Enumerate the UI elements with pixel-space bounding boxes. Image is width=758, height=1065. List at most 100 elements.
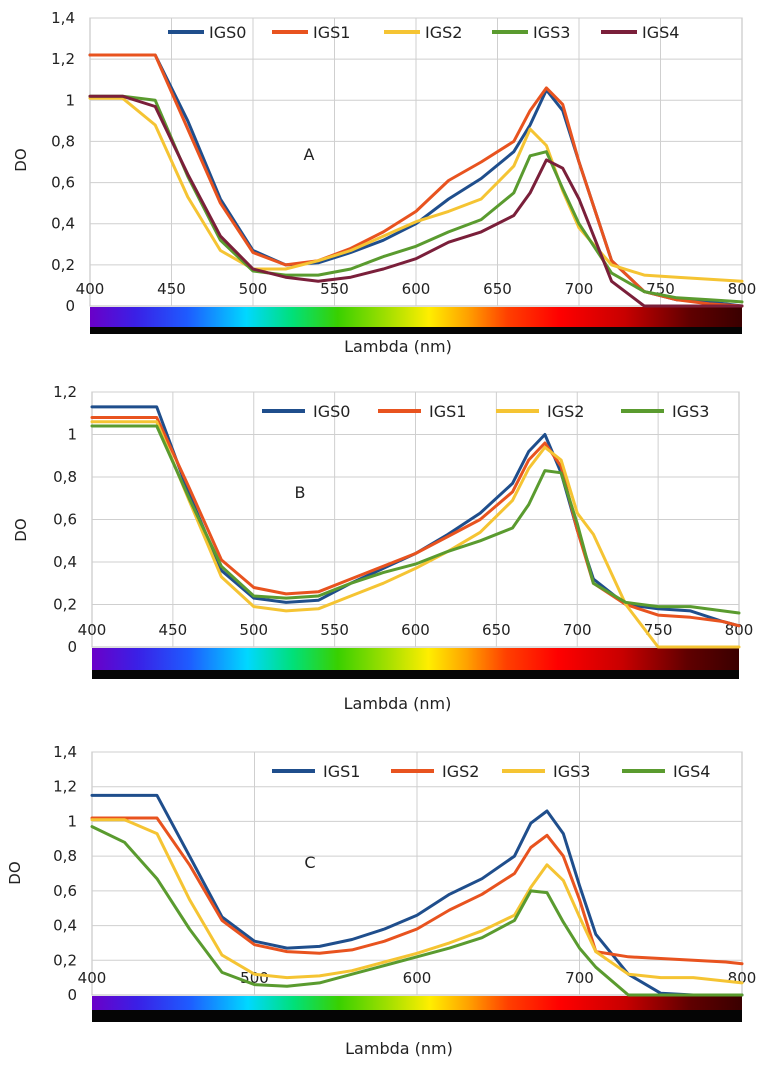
y-tick-label: 0,6 xyxy=(53,511,77,529)
spectrum-bar xyxy=(92,648,739,670)
series-line-igs3 xyxy=(90,818,744,985)
legend-item-igs1: IGS1 xyxy=(272,762,360,781)
series-line-igs4 xyxy=(88,94,744,308)
y-tick-label: 1,4 xyxy=(51,9,75,27)
spectrum-bar xyxy=(92,996,742,1010)
legend-label: IGS2 xyxy=(547,402,584,421)
series-line-igs4 xyxy=(90,825,744,997)
legend-item-igs0: IGS0 xyxy=(168,23,246,42)
legend-item-igs2: IGS2 xyxy=(391,762,479,781)
legend-label: IGS1 xyxy=(313,23,350,42)
series-line-igs2 xyxy=(90,816,744,966)
x-tick-label: 800 xyxy=(725,621,754,639)
legend-label: IGS2 xyxy=(425,23,462,42)
y-tick-label: 0,2 xyxy=(51,256,75,274)
legend-item-igs3: IGS3 xyxy=(502,762,590,781)
y-tick-label: 1 xyxy=(65,91,75,109)
legend-item-igs2: IGS2 xyxy=(496,402,584,421)
legend-label: IGS0 xyxy=(209,23,246,42)
y-tick-label: 0,2 xyxy=(53,951,77,969)
x-tick-label: 700 xyxy=(563,621,592,639)
legend-item-igs1: IGS1 xyxy=(378,402,466,421)
x-tick-label: 600 xyxy=(403,969,432,987)
y-tick-label: 0,8 xyxy=(53,468,77,486)
y-tick-label: 0 xyxy=(67,638,77,656)
legend-label: IGS1 xyxy=(429,402,466,421)
legend-item-igs3: IGS3 xyxy=(492,23,570,42)
legend-label: IGS0 xyxy=(313,402,350,421)
x-axis-label: Lambda (nm) xyxy=(344,694,452,713)
x-tick-label: 650 xyxy=(482,621,511,639)
x-tick-label: 550 xyxy=(320,621,349,639)
legend-item-igs3: IGS3 xyxy=(621,402,709,421)
y-tick-label: 0,4 xyxy=(51,215,75,233)
x-tick-label: 750 xyxy=(644,621,673,639)
legend-label: IGS4 xyxy=(642,23,679,42)
y-tick-label: 1 xyxy=(67,426,77,444)
x-tick-label: 700 xyxy=(565,969,594,987)
x-axis-label: Lambda (nm) xyxy=(344,337,452,356)
x-tick-label: 800 xyxy=(728,280,757,298)
y-tick-label: 0,6 xyxy=(51,174,75,192)
charts-root: 0 0,2 0,4 0,6 0,8 1 1,2 1,4 400 450 500 550 600 650 70… xyxy=(6,9,756,1058)
panel-label: C xyxy=(304,853,315,872)
chart-A: 0 0,2 0,4 0,6 0,8 1 1,2 1,4 400 450 500 550 600 650 70… xyxy=(12,9,756,356)
x-axis-label: Lambda (nm) xyxy=(345,1039,453,1058)
y-tick-label: 0,8 xyxy=(51,132,75,150)
y-tick-label: 0,4 xyxy=(53,917,77,935)
x-tick-label: 450 xyxy=(159,621,188,639)
y-axis-label: DO xyxy=(12,518,30,541)
spectrum-base-strip xyxy=(90,327,742,334)
x-tick-label: 400 xyxy=(78,969,107,987)
y-tick-label: 1,4 xyxy=(53,743,77,761)
chart-B: 0 0,2 0,4 0,6 0,8 1 1,2 400 450 500 550 600 650 700 75… xyxy=(12,383,753,713)
y-tick-label: 1,2 xyxy=(51,50,75,68)
series-line-igs3 xyxy=(90,424,741,615)
legend-item-igs4: IGS4 xyxy=(622,762,710,781)
y-tick-label: 0 xyxy=(65,297,75,315)
x-tick-label: 450 xyxy=(157,280,186,298)
y-tick-label: 0 xyxy=(67,986,77,1004)
legend-item-igs1: IGS1 xyxy=(272,23,350,42)
panel-label: A xyxy=(304,145,315,164)
y-axis-label: DO xyxy=(6,861,24,884)
x-tick-label: 600 xyxy=(401,621,430,639)
x-tick-label: 700 xyxy=(565,280,594,298)
x-tick-label: 600 xyxy=(402,280,431,298)
spectrum-base-strip xyxy=(92,670,739,679)
series-line-igs2 xyxy=(90,420,741,649)
x-tick-label: 500 xyxy=(239,280,268,298)
legend-label: IGS3 xyxy=(553,762,590,781)
y-tick-label: 1,2 xyxy=(53,383,77,401)
y-tick-label: 0,4 xyxy=(53,553,77,571)
series-line-igs1 xyxy=(90,793,744,997)
x-tick-label: 400 xyxy=(78,621,107,639)
spectrum-bar xyxy=(90,307,742,327)
y-tick-label: 0,6 xyxy=(53,882,77,900)
y-tick-label: 0,2 xyxy=(53,596,77,614)
x-tick-label: 550 xyxy=(320,280,349,298)
y-axis-label: DO xyxy=(12,148,30,171)
legend-label: IGS2 xyxy=(442,762,479,781)
legend-item-igs4: IGS4 xyxy=(601,23,679,42)
x-tick-label: 400 xyxy=(76,280,105,298)
x-tick-label: 500 xyxy=(239,621,268,639)
panel-label: B xyxy=(295,483,306,502)
x-tick-label: 650 xyxy=(483,280,512,298)
legend-label: IGS1 xyxy=(323,762,360,781)
series-line-igs1 xyxy=(88,53,744,308)
legend-label: IGS4 xyxy=(673,762,710,781)
spectrum-base-strip xyxy=(92,1010,742,1022)
legend-label: IGS3 xyxy=(533,23,570,42)
series-line-igs3 xyxy=(88,94,744,304)
legend-item-igs0: IGS0 xyxy=(262,402,350,421)
series-line-igs2 xyxy=(88,96,744,283)
y-tick-label: 0,8 xyxy=(53,847,77,865)
legend-item-igs2: IGS2 xyxy=(384,23,462,42)
y-tick-label: 1,2 xyxy=(53,778,77,796)
legend-label: IGS3 xyxy=(672,402,709,421)
y-tick-label: 1 xyxy=(67,812,77,830)
series-line-igs1 xyxy=(90,416,741,628)
